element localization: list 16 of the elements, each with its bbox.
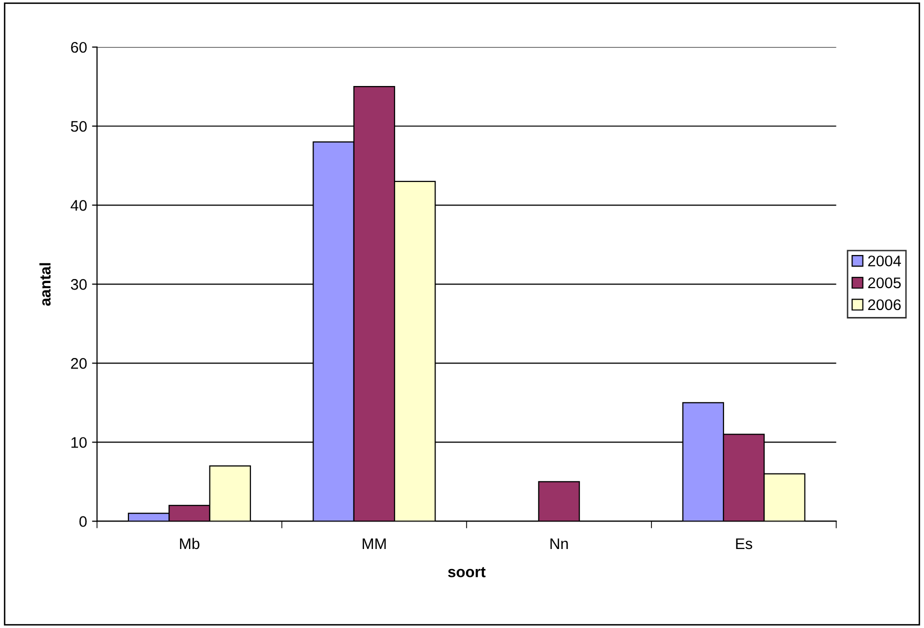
x-tick-label: MM xyxy=(362,538,386,549)
legend-label: 2005 xyxy=(868,277,901,288)
y-tick-label: 30 xyxy=(70,279,87,290)
y-tick-label: 60 xyxy=(71,42,87,53)
y-tick-label: 10 xyxy=(71,437,87,448)
y-tick-label: 40 xyxy=(70,200,87,211)
x-tick-label: Nn xyxy=(550,538,568,549)
y-axis-title: aantal xyxy=(39,263,51,306)
legend-label: 2004 xyxy=(868,256,901,266)
x-tick-label: Es xyxy=(736,538,752,550)
y-tick-label: 0 xyxy=(79,516,87,527)
legend-label: 2006 xyxy=(868,299,901,310)
x-axis-title: soort xyxy=(448,567,486,578)
x-tick-label: Mb xyxy=(180,538,200,550)
y-tick-label: 20 xyxy=(71,358,87,369)
y-tick-label: 50 xyxy=(70,120,87,132)
